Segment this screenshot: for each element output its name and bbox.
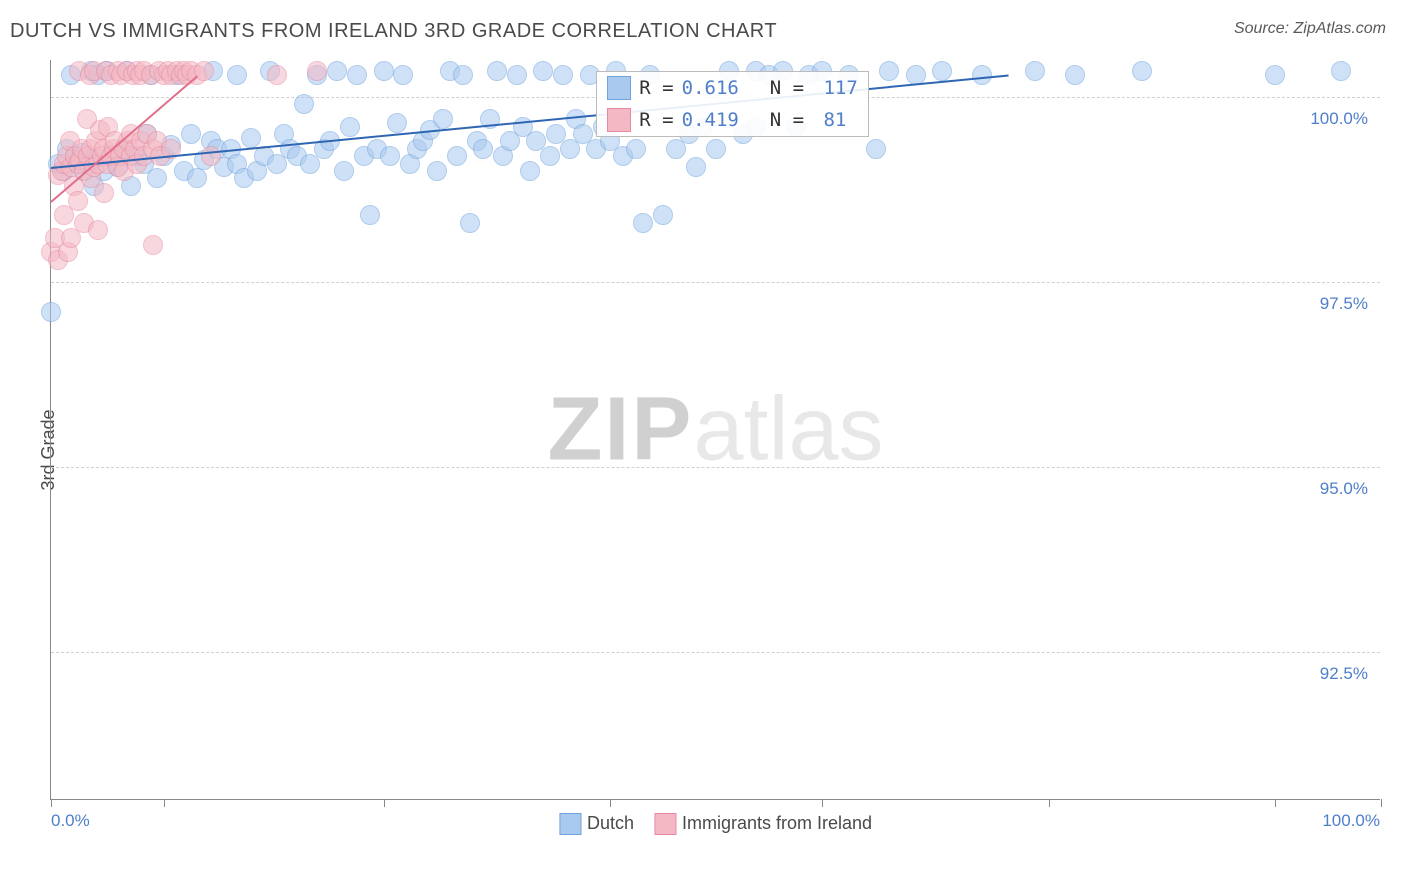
- data-point: [347, 65, 367, 85]
- x-tick: [822, 799, 823, 807]
- legend-swatch: [654, 813, 676, 835]
- watermark: ZIPatlas: [547, 378, 883, 481]
- stat-label: R =: [639, 77, 673, 99]
- legend-item: Immigrants from Ireland: [654, 813, 872, 835]
- data-point: [473, 139, 493, 159]
- x-tick: [51, 799, 52, 807]
- x-tick: [1049, 799, 1050, 807]
- data-point: [427, 161, 447, 181]
- data-point: [340, 117, 360, 137]
- x-tick: [1275, 799, 1276, 807]
- data-point: [533, 61, 553, 81]
- data-point: [653, 205, 673, 225]
- data-point: [294, 94, 314, 114]
- data-point: [187, 168, 207, 188]
- x-tick: [164, 799, 165, 807]
- data-point: [706, 139, 726, 159]
- header: DUTCH VS IMMIGRANTS FROM IRELAND 3RD GRA…: [0, 0, 1406, 43]
- watermark-light: atlas: [693, 379, 883, 479]
- data-point: [380, 146, 400, 166]
- data-point: [88, 220, 108, 240]
- y-tick-label: 100.0%: [1310, 109, 1368, 129]
- data-point: [147, 168, 167, 188]
- data-point: [520, 161, 540, 181]
- data-point: [374, 61, 394, 81]
- data-point: [194, 61, 214, 81]
- data-point: [433, 109, 453, 129]
- data-point: [507, 65, 527, 85]
- y-tick-label: 92.5%: [1320, 664, 1368, 684]
- stats-row: R = 0.419 N = 81: [597, 104, 868, 136]
- data-point: [1265, 65, 1285, 85]
- plot-area: ZIPatlas 100.0%97.5%95.0%92.5%0.0%100.0%…: [50, 60, 1380, 800]
- x-tick: [384, 799, 385, 807]
- data-point: [201, 146, 221, 166]
- data-point: [626, 139, 646, 159]
- x-tick: [610, 799, 611, 807]
- watermark-bold: ZIP: [547, 379, 693, 479]
- data-point: [227, 65, 247, 85]
- data-point: [387, 113, 407, 133]
- data-point: [879, 61, 899, 81]
- data-point: [143, 235, 163, 255]
- gridline: [51, 652, 1380, 653]
- data-point: [453, 65, 473, 85]
- data-point: [553, 65, 573, 85]
- x-tick: [1381, 799, 1382, 807]
- data-point: [41, 302, 61, 322]
- data-point: [540, 146, 560, 166]
- x-end-label: 100.0%: [1322, 811, 1380, 831]
- data-point: [360, 205, 380, 225]
- chart-title: DUTCH VS IMMIGRANTS FROM IRELAND 3RD GRA…: [10, 20, 777, 43]
- stats-row: R = 0.616 N = 117: [597, 72, 868, 104]
- data-point: [447, 146, 467, 166]
- data-point: [633, 213, 653, 233]
- stat-n-value: 117: [812, 77, 858, 99]
- gridline: [51, 282, 1380, 283]
- data-point: [1132, 61, 1152, 81]
- legend-label: Immigrants from Ireland: [682, 813, 872, 833]
- stats-box: R = 0.616 N = 117R = 0.419 N = 81: [596, 71, 869, 137]
- data-point: [307, 61, 327, 81]
- legend-item: Dutch: [559, 813, 634, 835]
- data-point: [334, 161, 354, 181]
- data-point: [94, 183, 114, 203]
- legend-swatch: [559, 813, 581, 835]
- stat-r-value: 0.419: [682, 109, 739, 131]
- y-tick-label: 97.5%: [1320, 294, 1368, 314]
- stat-label: R =: [639, 109, 673, 131]
- data-point: [241, 128, 261, 148]
- data-point: [972, 65, 992, 85]
- bottom-legend: Dutch Immigrants from Ireland: [559, 813, 872, 835]
- stat-label: N =: [747, 77, 804, 99]
- data-point: [393, 65, 413, 85]
- stat-n-value: 81: [812, 109, 846, 131]
- data-point: [181, 124, 201, 144]
- series-swatch: [607, 76, 631, 100]
- y-tick-label: 95.0%: [1320, 479, 1368, 499]
- stat-label: N =: [747, 109, 804, 131]
- data-point: [1065, 65, 1085, 85]
- data-point: [327, 61, 347, 81]
- chart: 3rd Grade ZIPatlas 100.0%97.5%95.0%92.5%…: [0, 50, 1406, 850]
- data-point: [68, 191, 88, 211]
- data-point: [1331, 61, 1351, 81]
- data-point: [487, 61, 507, 81]
- data-point: [1025, 61, 1045, 81]
- gridline: [51, 467, 1380, 468]
- x-start-label: 0.0%: [51, 811, 90, 831]
- legend-label: Dutch: [587, 813, 634, 833]
- data-point: [866, 139, 886, 159]
- data-point: [932, 61, 952, 81]
- data-point: [460, 213, 480, 233]
- data-point: [267, 65, 287, 85]
- data-point: [686, 157, 706, 177]
- chart-source: Source: ZipAtlas.com: [1234, 20, 1386, 38]
- stat-r-value: 0.616: [682, 77, 739, 99]
- series-swatch: [607, 108, 631, 132]
